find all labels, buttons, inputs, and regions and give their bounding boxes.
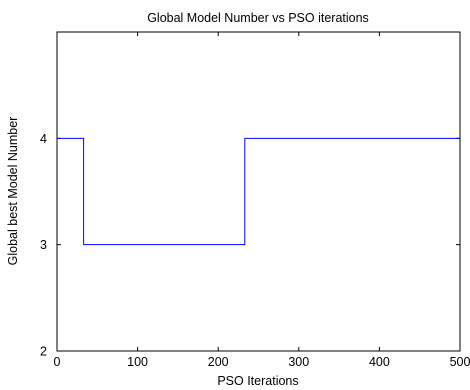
series-line — [57, 137, 460, 246]
x-tick-label: 300 — [288, 355, 309, 369]
x-axis-label: PSO Iterations — [217, 374, 298, 388]
x-tick-label: 100 — [127, 355, 148, 369]
chart-title: Global Model Number vs PSO iterations — [147, 11, 369, 25]
ticks-layer: 0 100 200 300 400 500 2 3 4 — [40, 32, 470, 369]
x-tick-label: 200 — [208, 355, 229, 369]
y-tick-label: 3 — [40, 238, 47, 252]
plot-area — [56, 31, 461, 352]
x-tick-label: 0 — [54, 355, 61, 369]
x-tick-label: 500 — [450, 355, 470, 369]
y-tick-label: 4 — [40, 132, 47, 146]
y-tick-label: 2 — [40, 345, 47, 359]
series-layer — [57, 137, 460, 246]
y-axis-label: Global best Model Number — [6, 117, 20, 266]
x-tick-label: 400 — [369, 355, 390, 369]
